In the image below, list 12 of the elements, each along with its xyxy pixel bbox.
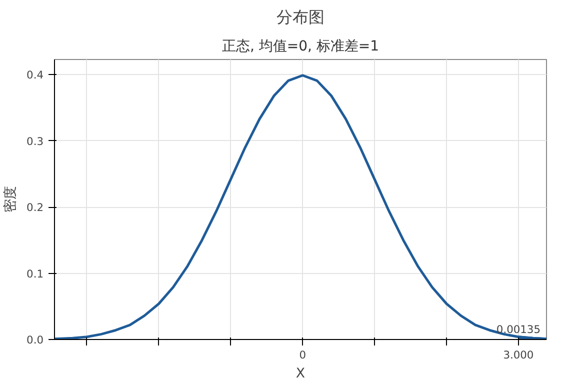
y-tick-label: 0.2 bbox=[26, 201, 44, 214]
x-tick-label: 3.000 bbox=[503, 348, 534, 362]
x-tick-label: 0 bbox=[299, 348, 306, 362]
y-tick-label: 0.3 bbox=[26, 134, 44, 148]
y-tick-label: 0.4 bbox=[26, 68, 44, 82]
chart-subtitle: 正态, 均值=0, 标准差=1 bbox=[222, 38, 380, 54]
x-axis-title: X bbox=[296, 366, 306, 382]
y-tick-label: 0.1 bbox=[26, 267, 44, 280]
annotation: 0.00135 bbox=[496, 322, 540, 336]
chart-title: 分布图 bbox=[276, 8, 324, 26]
y-tick-label: 0.0 bbox=[26, 334, 44, 346]
y-axis-title: 密度 bbox=[2, 186, 19, 212]
